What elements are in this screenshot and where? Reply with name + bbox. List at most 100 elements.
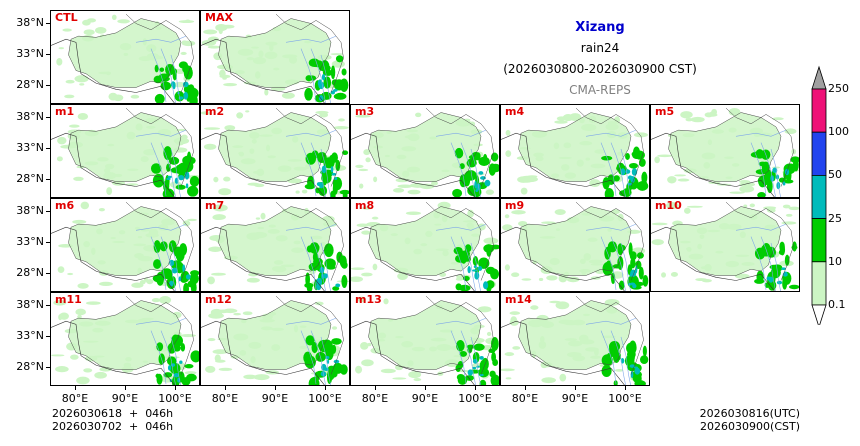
- panel-label: m11: [55, 293, 82, 306]
- rain-cell-moderate: [187, 185, 199, 197]
- lon-tick-mark: [275, 386, 276, 390]
- rain-cell-heavy: [184, 171, 190, 180]
- rain-cell: [236, 112, 244, 119]
- rain-cell-moderate: [601, 155, 613, 161]
- lon-tick-label: 100°E: [608, 392, 642, 405]
- river: [170, 148, 181, 197]
- rain-cell-moderate: [458, 284, 471, 291]
- rain-cell: [434, 223, 442, 226]
- rain-cell: [181, 40, 188, 45]
- rain-cell-moderate: [155, 95, 161, 103]
- rain-cell-moderate: [160, 81, 172, 91]
- rain-cell: [173, 81, 186, 88]
- rain-cell-moderate: [630, 257, 636, 269]
- country-border: [351, 320, 475, 385]
- precip-map: [651, 107, 799, 197]
- rain-area-light: [68, 300, 181, 370]
- rain-cell-heavy: [467, 369, 474, 376]
- lat-tick-label: 38°N: [16, 15, 44, 29]
- rain-area-light: [68, 206, 181, 276]
- rain-cell: [291, 247, 304, 253]
- rain-cell: [605, 123, 619, 131]
- country-border: [51, 320, 175, 385]
- rain-cell-moderate: [485, 266, 496, 275]
- rain-cell: [73, 176, 84, 181]
- rain-cell: [583, 253, 591, 261]
- rain-cell: [617, 151, 625, 156]
- rain-cell: [703, 162, 711, 169]
- river: [135, 129, 187, 137]
- rain-cell: [178, 20, 195, 24]
- rain-cell-moderate: [189, 273, 199, 285]
- rain-cell: [764, 224, 777, 230]
- panel-m14: m14: [500, 292, 650, 386]
- rain-cell: [582, 313, 591, 317]
- rain-cell: [510, 316, 518, 325]
- lon-tick-mark: [575, 386, 576, 390]
- river: [585, 317, 637, 325]
- rain-cell: [208, 246, 223, 252]
- rain-cell: [739, 231, 746, 239]
- rain-cell-heavy: [169, 280, 174, 287]
- lon-tick-label: 80°E: [361, 392, 389, 405]
- rain-cell: [501, 368, 515, 372]
- rain-cell: [213, 176, 219, 183]
- rain-cell: [355, 114, 371, 118]
- panel-m2: m2: [200, 104, 350, 198]
- rain-cell: [80, 201, 90, 210]
- rain-cell: [572, 355, 586, 362]
- rain-cell: [483, 237, 499, 245]
- rain-cell: [430, 337, 447, 342]
- precip-field: [651, 202, 799, 291]
- rain-cell: [679, 240, 691, 244]
- rain-cell: [251, 139, 257, 144]
- river: [310, 48, 326, 103]
- province-border: [125, 107, 194, 187]
- rain-cell: [92, 327, 104, 333]
- rain-cell-moderate: [642, 345, 647, 357]
- rain-cell: [271, 327, 284, 331]
- precip-map: [51, 295, 199, 385]
- rain-cell: [357, 296, 366, 303]
- rain-cell: [531, 130, 547, 138]
- province-border: [575, 107, 644, 187]
- rain-cell: [124, 319, 140, 324]
- lat-tick-label: 28°N: [16, 360, 44, 374]
- rain-cell: [607, 227, 612, 232]
- panel-m9: m9: [500, 198, 650, 292]
- rain-cell-heavy: [631, 168, 638, 176]
- rain-cell-moderate: [155, 373, 160, 379]
- rain-cell: [79, 321, 94, 327]
- rain-cell-heavy: [179, 360, 183, 364]
- rain-cell-heavy: [316, 283, 322, 291]
- lat-tick-label: 28°N: [16, 172, 44, 186]
- rain-cell: [282, 208, 288, 214]
- rain-cell: [453, 355, 461, 358]
- precip-field: [351, 201, 499, 291]
- rain-cell: [782, 204, 791, 209]
- rain-cell: [224, 125, 236, 131]
- rain-cell: [567, 216, 580, 224]
- rain-cell-heavy: [173, 372, 180, 378]
- colorbar-label: 50: [828, 168, 842, 182]
- rain-cell-heavy: [627, 182, 633, 186]
- rain-cell: [351, 276, 364, 283]
- rain-cell: [695, 278, 708, 282]
- rain-cell: [511, 272, 520, 278]
- rain-cell: [98, 207, 105, 212]
- rain-cell: [559, 373, 567, 382]
- rain-cell-moderate: [618, 280, 625, 290]
- rain-cell-moderate: [320, 339, 333, 353]
- rain-cell: [579, 117, 585, 124]
- rain-cell: [355, 164, 364, 169]
- rain-cell: [704, 112, 714, 118]
- rain-cell: [99, 367, 112, 372]
- panel-max: MAX: [200, 10, 350, 104]
- rain-cell-moderate: [788, 284, 799, 290]
- rain-cell: [112, 240, 126, 244]
- rain-cell-moderate: [466, 344, 475, 350]
- rain-cell-heavy: [784, 168, 790, 176]
- rain-cell-moderate: [607, 241, 618, 253]
- rain-cell: [214, 359, 226, 363]
- river: [585, 129, 637, 137]
